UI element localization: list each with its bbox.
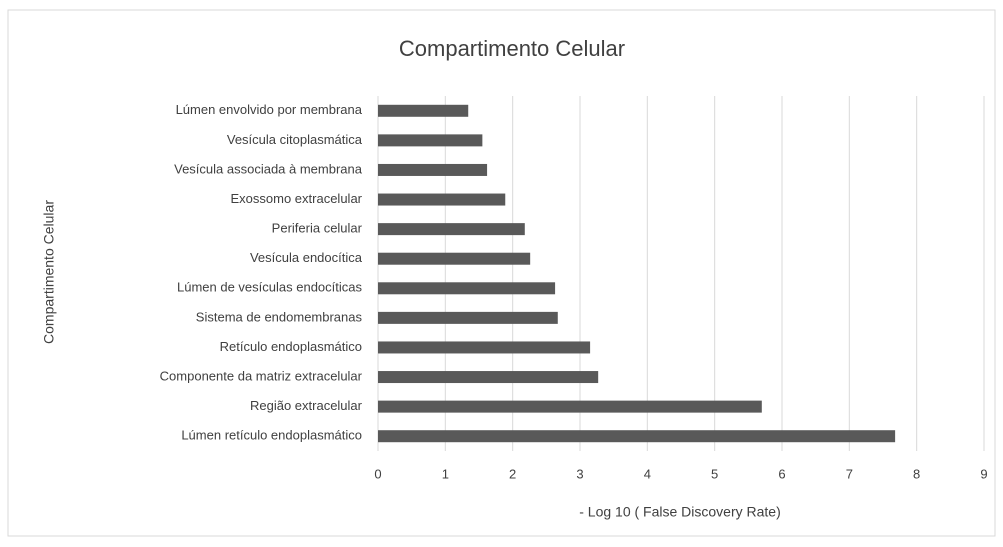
x-tick-label: 0	[374, 466, 381, 481]
y-tick-label: Lúmen envolvido por membrana	[176, 102, 363, 117]
bar	[378, 400, 762, 413]
y-tick-label: Vesícula associada à membrana	[174, 161, 363, 176]
bar	[378, 371, 599, 384]
y-tick-label: Região extracelular	[250, 398, 363, 413]
bar	[378, 252, 531, 265]
y-tick-label: Lúmen de vesículas endocíticas	[177, 280, 362, 295]
bar	[378, 223, 525, 236]
x-axis-label: - Log 10 ( False Discovery Rate)	[579, 504, 781, 520]
y-tick-label: Periferia celular	[272, 221, 363, 236]
y-tick-label: Vesícula citoplasmática	[227, 132, 363, 147]
bar	[378, 134, 483, 147]
x-tick-label: 4	[644, 466, 651, 481]
chart-title: Compartimento Celular	[399, 36, 625, 61]
y-tick-label: Exossomo extracelular	[231, 191, 363, 206]
x-tick-label: 8	[913, 466, 920, 481]
y-tick-label: Vesícula endocítica	[250, 250, 363, 265]
y-tick-label: Sistema de endomembranas	[196, 309, 363, 324]
y-tick-label: Lúmen retículo endoplasmático	[181, 428, 362, 443]
x-tick-label: 3	[576, 466, 583, 481]
bar	[378, 282, 556, 295]
bar	[378, 311, 558, 324]
bar	[378, 163, 488, 176]
chart-border	[7, 9, 996, 537]
x-tick-label: 7	[846, 466, 853, 481]
y-tick-label: Retículo endoplasmático	[220, 339, 362, 354]
x-tick-label: 5	[711, 466, 718, 481]
x-tick-label: 2	[509, 466, 516, 481]
x-tick-label: 6	[778, 466, 785, 481]
bar	[378, 104, 469, 117]
y-axis-label: Compartimento Celular	[41, 200, 57, 344]
y-tick-label: Componente da matriz extracelular	[160, 368, 363, 383]
bar	[378, 430, 896, 443]
x-tick-label: 1	[442, 466, 449, 481]
bar	[378, 341, 591, 354]
x-tick-label: 9	[980, 466, 987, 481]
bar	[378, 193, 506, 206]
